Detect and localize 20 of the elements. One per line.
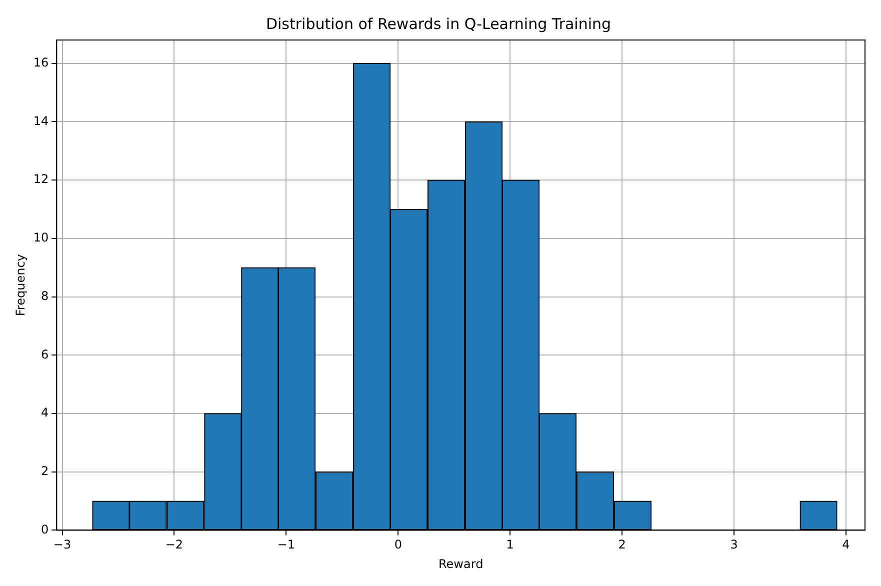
y-tick-label: 2 bbox=[41, 464, 49, 478]
x-tick-label: 3 bbox=[730, 538, 738, 552]
y-tick-label: 10 bbox=[33, 230, 49, 245]
x-tick-label: 2 bbox=[618, 538, 626, 552]
y-tick-label: 12 bbox=[33, 172, 49, 186]
y-axis-title: Frequency bbox=[13, 254, 28, 316]
chart-title: Distribution of Rewards in Q-Learning Training bbox=[266, 14, 612, 33]
x-tick-label: 0 bbox=[394, 538, 402, 552]
x-tick-label: 4 bbox=[842, 538, 850, 552]
y-tick-label: 8 bbox=[41, 288, 49, 303]
y-tick-label: 6 bbox=[41, 347, 49, 362]
x-tick-label: −3 bbox=[53, 538, 72, 552]
y-tick-label: 16 bbox=[33, 55, 49, 70]
x-tick-label: −1 bbox=[277, 538, 296, 552]
y-tick-label: 0 bbox=[41, 522, 49, 536]
x-tick-label: −2 bbox=[165, 538, 184, 552]
y-tick-label: 14 bbox=[33, 114, 49, 128]
x-tick-label: 1 bbox=[506, 538, 514, 552]
x-axis-title: Reward bbox=[438, 556, 484, 571]
y-tick-label: 4 bbox=[41, 406, 49, 420]
